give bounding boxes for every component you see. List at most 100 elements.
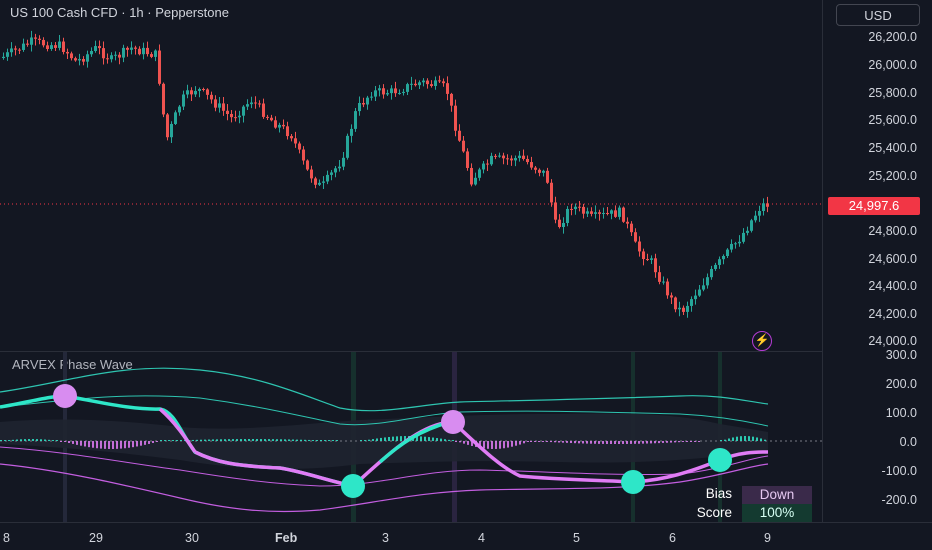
time-label: 8 (3, 531, 10, 545)
price-tick: 24,600.0 (868, 252, 917, 266)
candle-body (478, 169, 481, 178)
histogram-bar (72, 441, 74, 444)
candle-body (90, 51, 93, 55)
candle-body (610, 210, 613, 214)
histogram-bar (308, 439, 310, 441)
candle-body (438, 80, 441, 82)
candle-body (622, 207, 625, 222)
histogram-bar (720, 440, 722, 441)
price-axis[interactable]: 26,200.0 26,000.0 25,800.0 25,600.0 25,4… (823, 0, 932, 522)
candle-body (234, 117, 237, 119)
histogram-bar (256, 439, 258, 441)
candle-body (242, 106, 245, 116)
candle-body (462, 140, 465, 152)
histogram-bar (140, 441, 142, 446)
candle-body (546, 170, 549, 183)
histogram-bar (471, 441, 473, 446)
price-chart[interactable] (0, 0, 822, 350)
histogram-bar (144, 441, 146, 445)
indicator-tick: 300.0 (885, 348, 917, 362)
candle-body (746, 230, 749, 233)
histogram-bar (128, 441, 130, 448)
histogram-bar (452, 440, 454, 441)
histogram-bar (296, 439, 298, 441)
candle-body (198, 88, 201, 91)
candle-body (106, 58, 109, 60)
candle-body (138, 48, 141, 55)
histogram-bar (184, 440, 186, 441)
histogram-bar (168, 440, 170, 441)
indicator-tick: -200.0 (881, 493, 917, 507)
histogram-bar (224, 439, 226, 441)
candle-body (42, 39, 45, 46)
upper-envelope (0, 367, 769, 412)
histogram-bar (728, 438, 730, 441)
histogram-bar (760, 438, 762, 441)
candle-body (238, 115, 241, 118)
candle-body (342, 157, 345, 167)
histogram-bar (136, 441, 138, 447)
histogram-bar (740, 436, 742, 441)
candle-body (730, 243, 733, 250)
candle-body (118, 54, 121, 58)
histogram-bar (92, 441, 94, 448)
candle-body (458, 130, 461, 141)
histogram-bar (204, 439, 206, 441)
currency-button[interactable]: USD (836, 4, 920, 26)
candle-body (470, 167, 473, 185)
histogram-bar (24, 439, 26, 441)
histogram-bar (56, 440, 58, 441)
price-tick: 25,800.0 (868, 86, 917, 100)
histogram-bar (396, 436, 398, 441)
histogram-bar (64, 441, 66, 443)
candle-body (374, 90, 377, 97)
chart-title[interactable]: US 100 Cash CFD · 1h · Pepperstone (10, 5, 229, 20)
time-axis-divider (0, 522, 932, 523)
histogram-bar (292, 439, 294, 441)
histogram-bar (272, 439, 274, 441)
histogram-bar (392, 436, 394, 441)
candle-body (502, 155, 505, 159)
candle-body (190, 90, 193, 95)
candle-body (102, 48, 105, 59)
candle-body (742, 232, 745, 242)
histogram-bar (534, 441, 536, 442)
candle-body (2, 56, 5, 58)
candle-body (414, 83, 417, 86)
indicator-pane[interactable] (0, 352, 822, 522)
histogram-bar (52, 440, 54, 441)
candle-body (318, 182, 321, 185)
candle-body (706, 277, 709, 286)
time-label: Feb (275, 531, 298, 545)
lightning-bolt-icon[interactable]: ⚡ (752, 331, 772, 351)
indicator-title[interactable]: ARVEX Phase Wave (12, 357, 133, 372)
histogram-bar (515, 441, 517, 446)
time-label: 30 (185, 531, 199, 545)
histogram-bar (495, 441, 497, 449)
candle-body (290, 136, 293, 139)
candle-body (14, 48, 17, 50)
histogram-bar (744, 436, 746, 441)
histogram-bar (40, 439, 42, 441)
price-tick: 25,400.0 (868, 141, 917, 155)
pane-divider[interactable] (0, 351, 822, 352)
histogram-bar (455, 441, 457, 442)
candle-body (94, 46, 97, 52)
candle-body (714, 264, 717, 269)
signal-dot (441, 410, 465, 434)
histogram-bar (172, 440, 174, 441)
wave-line-down (194, 450, 354, 488)
histogram-bar (300, 439, 302, 441)
histogram-bar (732, 437, 734, 441)
histogram-bar (467, 441, 469, 445)
histogram-bar (530, 441, 532, 442)
histogram-bar (8, 440, 10, 441)
price-tick: 24,000.0 (868, 334, 917, 348)
histogram-bar (68, 441, 70, 443)
candle-body (630, 223, 633, 233)
candle-body (654, 258, 657, 273)
histogram-bar (328, 440, 330, 441)
histogram-bar (280, 439, 282, 441)
histogram-bar (570, 441, 572, 444)
candle-body (326, 174, 329, 182)
